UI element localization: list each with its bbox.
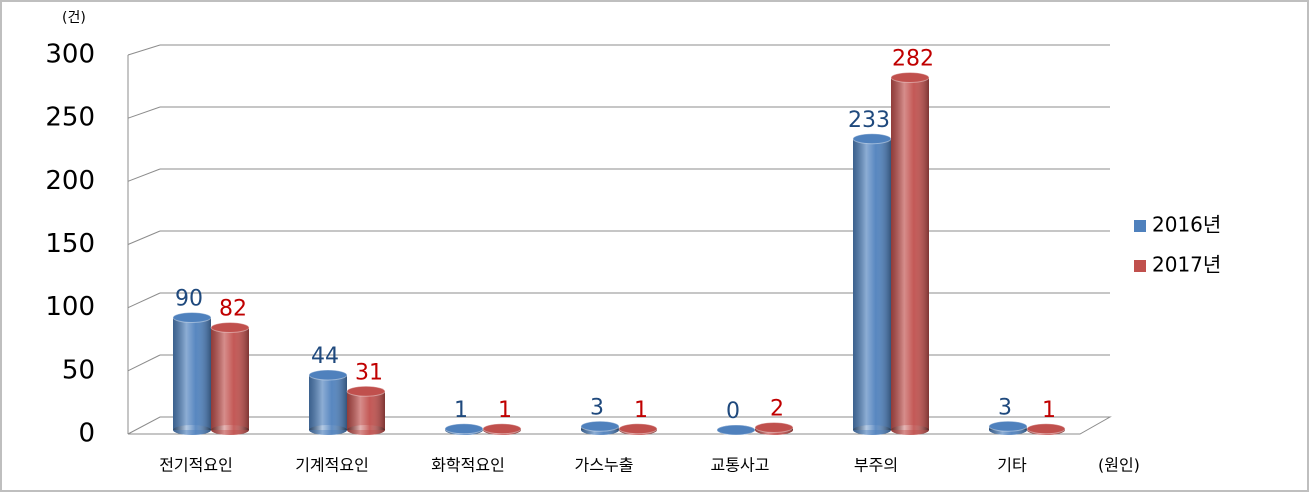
bar-shade — [211, 327, 249, 430]
x-tick-label: 기계적요인 — [295, 456, 369, 475]
grid-line-side — [127, 230, 161, 245]
grid-line-side — [127, 44, 161, 56]
value-label: 31 — [355, 360, 383, 385]
value-label: 0 — [726, 399, 740, 424]
value-label: 82 — [219, 297, 247, 322]
x-tick-label: 전기적요인 — [159, 456, 233, 475]
legend-label: 2016년 — [1152, 213, 1221, 237]
y-tick-label: 50 — [62, 355, 95, 385]
x-tick-label: 기타 — [997, 456, 1027, 475]
x-tick-label: 화학적요인 — [431, 456, 505, 475]
legend-swatch — [1134, 260, 1146, 272]
bar-top — [716, 424, 756, 436]
bar-shade — [891, 77, 929, 430]
value-label: 90 — [175, 287, 203, 312]
bar-top — [210, 322, 250, 333]
legend-label: 2017년 — [1152, 253, 1221, 277]
y-tick-label: 0 — [78, 419, 95, 449]
bar-top — [618, 423, 658, 435]
value-label: 2 — [770, 397, 784, 422]
bar-top — [890, 72, 930, 83]
bar-top — [308, 369, 348, 381]
y-tick-label: 250 — [45, 103, 95, 133]
bar-top — [172, 312, 212, 323]
value-label: 282 — [892, 47, 934, 72]
bar-shade — [173, 317, 211, 430]
x-tick-label: 교통사고 — [711, 456, 770, 475]
bar-base-shade — [347, 425, 385, 435]
value-label: 44 — [311, 344, 339, 369]
value-label: 1 — [634, 398, 648, 423]
y-tick-label: 150 — [45, 229, 95, 259]
bar-base-shade — [173, 425, 211, 435]
bar-top — [1026, 423, 1066, 435]
bar-top — [754, 422, 794, 433]
bar-top — [346, 385, 386, 397]
value-label: 233 — [848, 108, 890, 133]
bar-top — [444, 423, 484, 435]
grid-line-side — [127, 106, 161, 119]
y-tick-label: 100 — [45, 292, 95, 322]
x-unit: (원인) — [1098, 456, 1140, 475]
bar-top — [482, 423, 522, 435]
grid-line-side — [127, 292, 161, 309]
bar-top — [580, 420, 620, 432]
y-tick-label: 300 — [45, 40, 95, 70]
bar-shade — [309, 375, 347, 430]
bar-base-shade — [853, 425, 891, 435]
bar-base-shade — [309, 425, 347, 435]
grid-line-side — [127, 354, 161, 372]
value-label: 1 — [454, 398, 468, 423]
bar-shade — [853, 138, 891, 430]
bar-top — [852, 133, 892, 145]
value-label: 1 — [498, 398, 512, 423]
grid-line-side — [127, 168, 161, 182]
bar-base-shade — [891, 425, 929, 435]
x-tick-label: 부주의 — [854, 456, 898, 475]
x-tick-label: 가스누출 — [575, 456, 634, 475]
bar-base-shade — [211, 425, 249, 435]
value-label: 3 — [590, 395, 604, 420]
bar-top — [988, 420, 1028, 432]
bar-shade — [347, 391, 385, 430]
value-label: 3 — [998, 395, 1012, 420]
y-tick-label: 200 — [45, 166, 95, 196]
y-unit: (건) — [62, 10, 86, 26]
legend-swatch — [1134, 220, 1146, 232]
value-label: 1 — [1042, 398, 1056, 423]
